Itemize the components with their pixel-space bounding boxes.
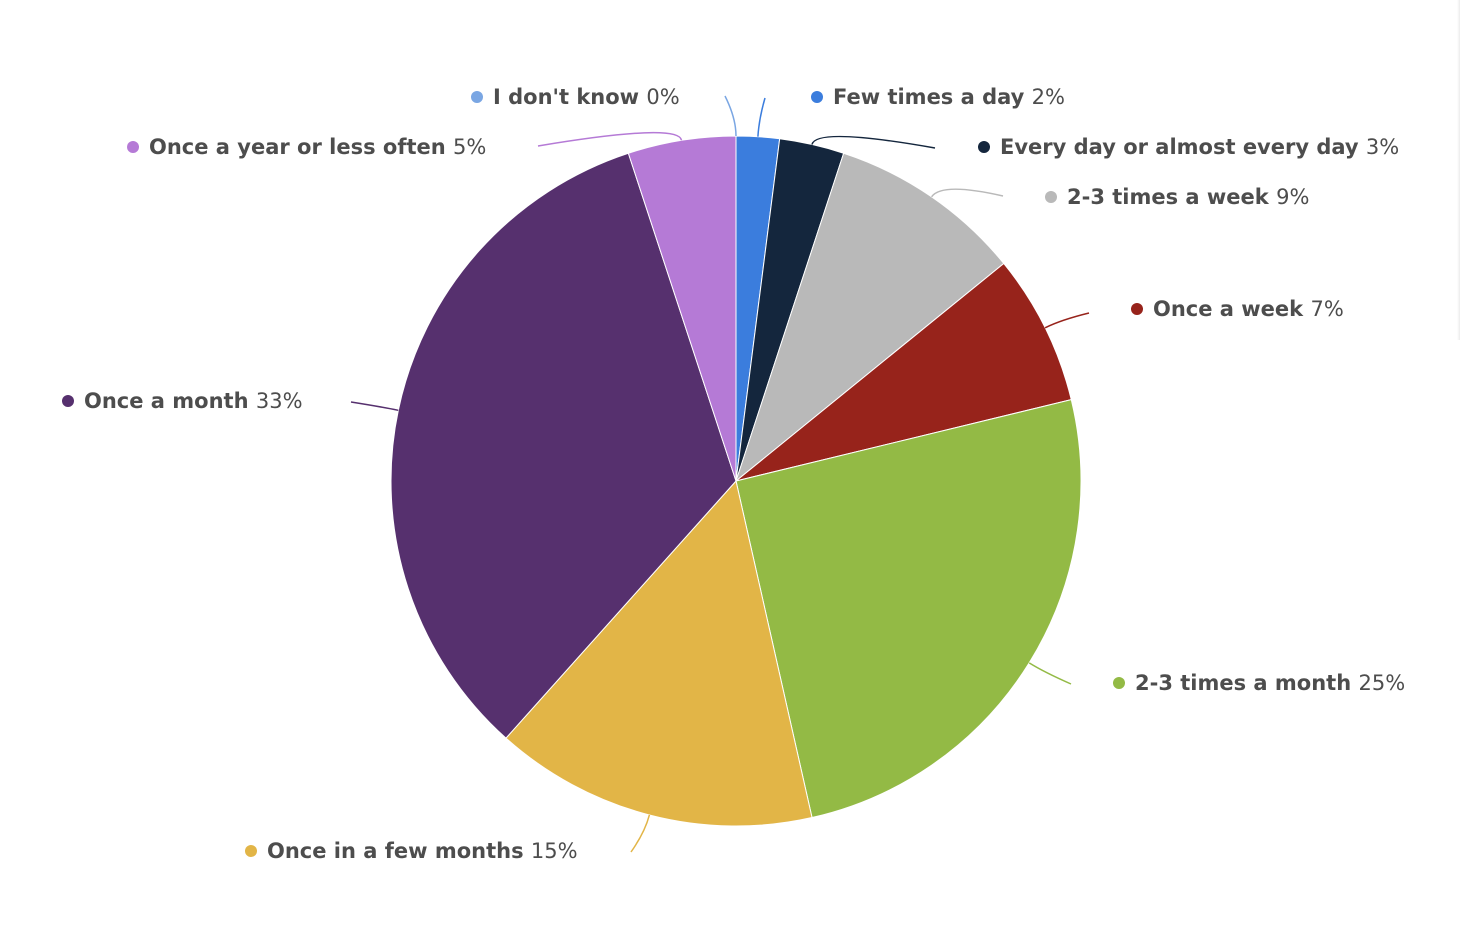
label-value-once-in-a-few-months: 15% <box>531 839 578 863</box>
slice-once-a-month[interactable] <box>390 152 737 739</box>
label-dot-few-times-a-day <box>811 91 823 103</box>
label-dot-i-don-t-know <box>471 91 483 103</box>
label-dot-once-in-a-few-months <box>245 845 257 857</box>
label-dot-once-a-week <box>1131 303 1143 315</box>
connector-once-a-week <box>1044 312 1090 329</box>
label-value-every-day-or-almost-every-day: 3% <box>1366 135 1399 159</box>
label-name-once-a-week: Once a week <box>1153 297 1310 321</box>
connector-2-3-times-a-week <box>930 188 1004 198</box>
panel-edge <box>1457 0 1460 340</box>
label-value-2-3-times-a-week: 9% <box>1276 185 1309 209</box>
label-value-once-a-month: 33% <box>256 389 303 413</box>
label-name-2-3-times-a-month: 2-3 times a month <box>1135 671 1358 695</box>
label-once-a-week: Once a week 7% <box>1153 297 1344 321</box>
connector-once-in-a-few-months <box>630 814 651 853</box>
label-value-few-times-a-day: 2% <box>1032 85 1065 109</box>
label-dot-once-a-month <box>62 395 74 407</box>
label-2-3-times-a-month: 2-3 times a month 25% <box>1135 671 1405 695</box>
label-i-don-t-know: I don't know 0% <box>493 85 680 109</box>
label-dot-once-a-year-or-less-often <box>127 141 139 153</box>
label-name-few-times-a-day: Few times a day <box>833 85 1032 109</box>
label-once-a-month: Once a month 33% <box>84 389 303 413</box>
label-name-once-a-year-or-less-often: Once a year or less often <box>149 135 453 159</box>
label-value-once-a-week: 7% <box>1310 297 1343 321</box>
label-2-3-times-a-week: 2-3 times a week 9% <box>1067 185 1309 209</box>
slice-2-3-times-a-week[interactable] <box>734 152 1005 483</box>
connector-2-3-times-a-month <box>1028 662 1072 685</box>
label-value-i-don-t-know: 0% <box>646 85 679 109</box>
label-dot-2-3-times-a-week <box>1045 191 1057 203</box>
label-name-2-3-times-a-week: 2-3 times a week <box>1067 185 1276 209</box>
label-dot-2-3-times-a-month <box>1113 677 1125 689</box>
connector-i-don-t-know <box>724 95 737 137</box>
connector-every-day-or-almost-every-day <box>811 135 936 149</box>
label-few-times-a-day: Few times a day 2% <box>833 85 1065 109</box>
slice-2-3-times-a-month[interactable] <box>735 399 1082 819</box>
label-name-once-in-a-few-months: Once in a few months <box>267 839 531 863</box>
connector-once-a-year-or-less-often <box>537 131 683 147</box>
label-name-every-day-or-almost-every-day: Every day or almost every day <box>1000 135 1366 159</box>
label-name-once-a-month: Once a month <box>84 389 256 413</box>
label-value-once-a-year-or-less-often: 5% <box>453 135 486 159</box>
connector-once-a-month <box>350 401 399 412</box>
label-value-2-3-times-a-month: 25% <box>1358 671 1405 695</box>
label-every-day-or-almost-every-day: Every day or almost every day 3% <box>1000 135 1399 159</box>
label-once-in-a-few-months: Once in a few months 15% <box>267 839 578 863</box>
label-connectors <box>350 95 1090 853</box>
connector-few-times-a-day <box>757 97 766 137</box>
label-once-a-year-or-less-often: Once a year or less often 5% <box>149 135 486 159</box>
pie-slices <box>390 135 1082 827</box>
label-name-i-don-t-know: I don't know <box>493 85 646 109</box>
slice-once-a-year-or-less-often[interactable] <box>627 135 737 482</box>
slice-labels: I don't know 0% Few times a day 2% Every d… <box>62 85 1405 863</box>
label-dot-every-day-or-almost-every-day <box>978 141 990 153</box>
